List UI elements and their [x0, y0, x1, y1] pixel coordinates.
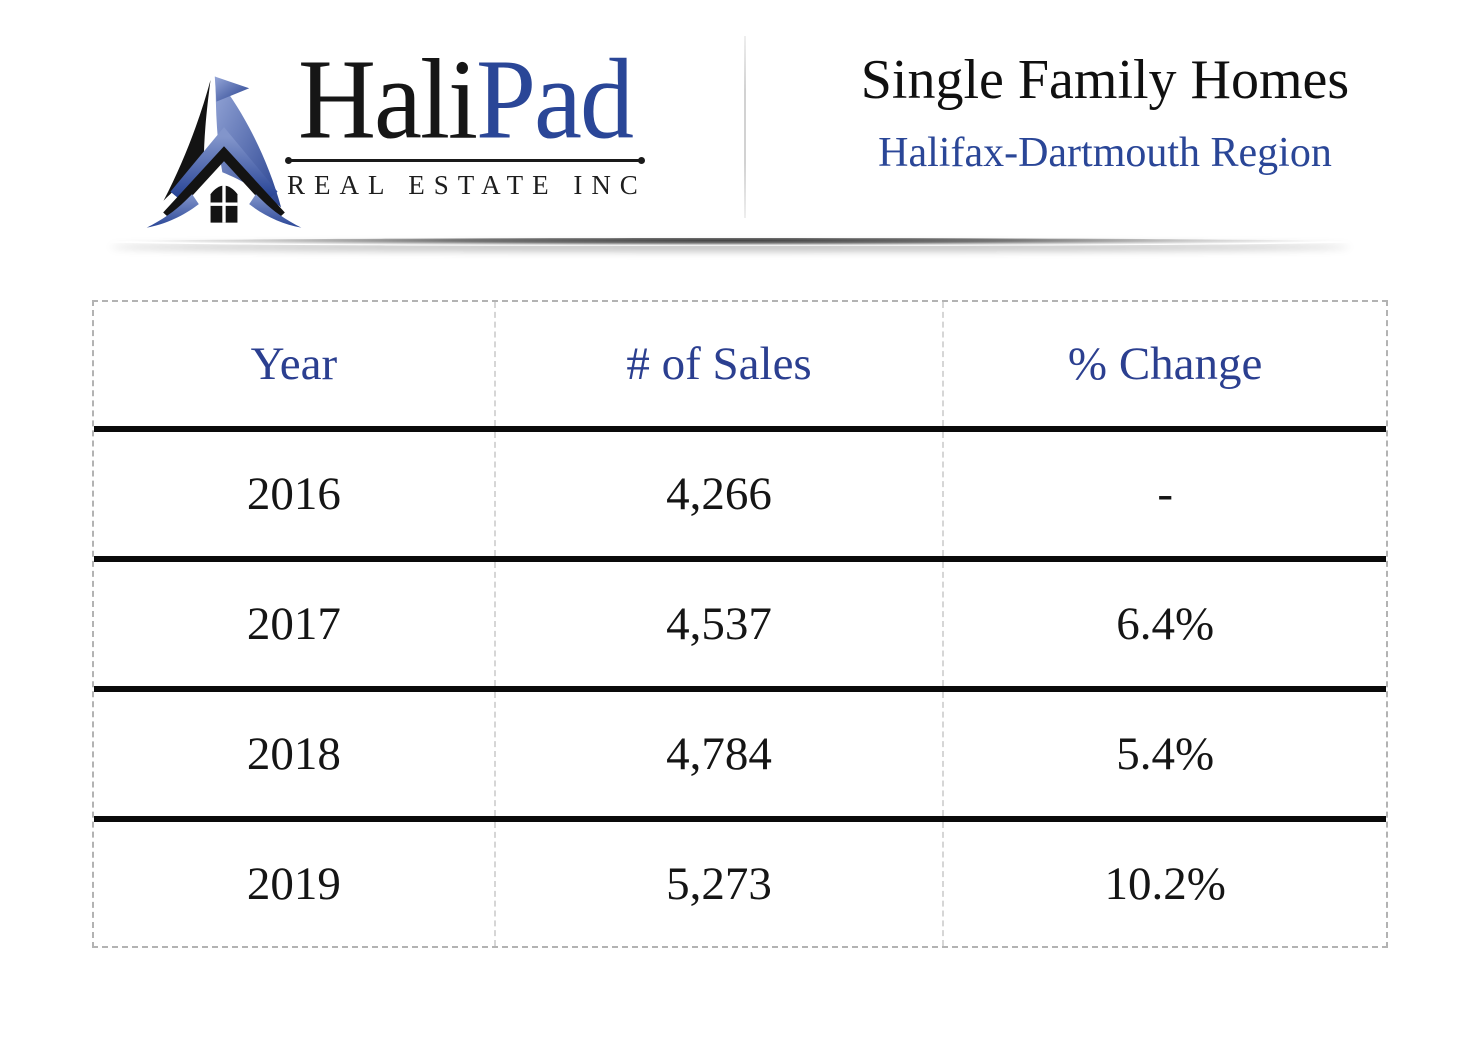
header-shadow-divider — [110, 238, 1350, 246]
logo-word: HaliPad — [287, 40, 643, 160]
logo-word-hali: Hali — [298, 36, 478, 163]
cell-change: - — [1157, 468, 1173, 520]
table-row: 2017 4,537 6.4% — [94, 556, 1386, 686]
halipad-house-sail-icon — [146, 76, 302, 228]
table-row: 2019 5,273 10.2% — [94, 816, 1386, 946]
cell-year: 2016 — [94, 432, 496, 556]
cell-sales: 4,266 — [496, 432, 945, 556]
page-title: Single Family Homes — [860, 49, 1350, 111]
cell-year: 2019 — [94, 822, 496, 946]
sales-table: Year # of Sales % Change 2016 4,266 - 20… — [92, 300, 1388, 948]
title-block: Single Family Homes Halifax-Dartmouth Re… — [790, 49, 1420, 176]
cell-change: 10.2% — [1104, 858, 1226, 910]
cell-sales: 5,273 — [496, 822, 945, 946]
logo-tagline: REAL ESTATE INC — [287, 170, 647, 201]
table-row: 2016 4,266 - — [94, 426, 1386, 556]
cell-sales: 4,784 — [496, 692, 945, 816]
cell-year: 2017 — [94, 562, 496, 686]
column-header-year: Year — [94, 302, 496, 426]
header-vertical-divider — [744, 36, 746, 218]
cell-change: 5.4% — [1116, 728, 1215, 780]
column-header-sales: # of Sales — [496, 302, 945, 426]
page-subtitle: Halifax-Dartmouth Region — [878, 129, 1332, 176]
logo-divider-rule — [285, 157, 645, 165]
logo-wordmark: HaliPad REAL ESTATE INC — [285, 40, 647, 201]
table-header-row: Year # of Sales % Change — [94, 302, 1386, 426]
column-header-change: % Change — [1067, 338, 1263, 390]
cell-change: 6.4% — [1116, 598, 1215, 650]
table-row: 2018 4,784 5.4% — [94, 686, 1386, 816]
logo-word-pad: Pad — [475, 36, 634, 163]
cell-sales: 4,537 — [496, 562, 945, 686]
cell-year: 2018 — [94, 692, 496, 816]
